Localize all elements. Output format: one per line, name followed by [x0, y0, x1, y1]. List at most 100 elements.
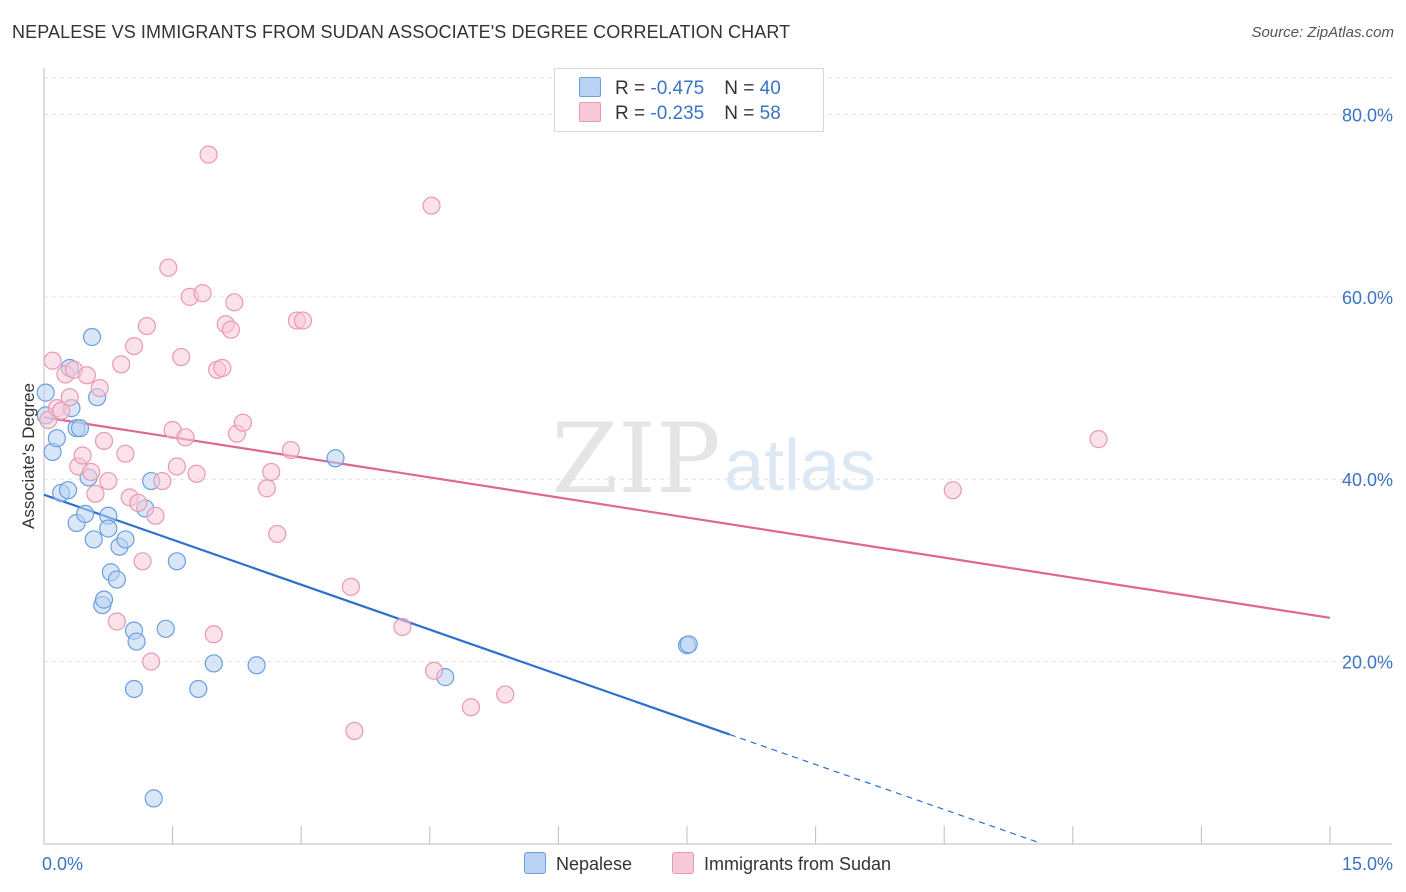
grid-lines — [44, 77, 1392, 663]
legend-n-label: N = — [724, 78, 760, 99]
sudan-point — [213, 358, 232, 378]
watermark-atlas: atlas — [724, 426, 876, 506]
nepalese-point — [47, 429, 66, 448]
sudan-point — [137, 316, 156, 336]
legend-r-value: -0.475 — [650, 78, 705, 99]
sudan-point — [393, 617, 412, 637]
sudan-point — [176, 428, 195, 447]
nepalese-point — [76, 504, 95, 523]
legend-row-sudan: R = -0.235 N = 58 — [579, 102, 781, 128]
nepalese-point — [189, 679, 208, 699]
legend-r-label: R = — [615, 78, 651, 99]
sudan-point — [233, 413, 253, 432]
y-tick-label: 40.0% — [1342, 470, 1393, 490]
legend-r-label: R = — [615, 103, 651, 124]
legend-entry-sudan: Immigrants from Sudan — [672, 852, 891, 875]
sudan-point — [107, 612, 126, 631]
sudan-point — [1089, 430, 1108, 449]
sudan-point — [199, 145, 218, 164]
sudan-point — [94, 431, 114, 451]
sudan-point — [172, 347, 191, 367]
nepalese-legend-swatch — [524, 852, 546, 874]
sudan-point — [159, 258, 178, 277]
nepalese-point — [94, 590, 114, 609]
sudan-point — [167, 457, 186, 476]
sudan-point — [257, 479, 277, 498]
sudan-point — [112, 355, 131, 374]
legend-n-value: 58 — [759, 103, 781, 124]
tick-labels: 20.0% 40.0% 60.0% 80.0% 0.0% 15.0% — [42, 105, 1393, 874]
sudan-point — [424, 661, 444, 680]
nepalese-point — [679, 635, 698, 654]
legend-row-nepalese: R = -0.475 N = 40 — [579, 77, 781, 103]
nepalese-point — [204, 654, 223, 673]
nepalese-point — [156, 619, 175, 638]
nepalese-swatch — [579, 77, 601, 97]
sudan-point — [187, 464, 206, 483]
sudan-point — [129, 493, 148, 513]
nepalese-point — [127, 632, 146, 651]
y-tick-label: 80.0% — [1342, 105, 1393, 125]
sudan-point — [86, 484, 105, 503]
sudan-point — [60, 388, 79, 407]
sudan-point — [341, 577, 361, 596]
sudan-point — [281, 440, 301, 460]
nepalese-trend-extension — [729, 734, 1039, 844]
nepalese-point — [99, 519, 118, 538]
nepalese-point — [70, 419, 90, 438]
sudan-point — [193, 284, 212, 303]
nepalese-point — [124, 679, 144, 699]
nepalese-point — [82, 327, 102, 347]
chart-title: NEPALESE VS IMMIGRANTS FROM SUDAN ASSOCI… — [12, 22, 791, 42]
x-tick-label: 15.0% — [1342, 854, 1393, 874]
sudan-point — [82, 462, 101, 482]
data-points — [36, 145, 1108, 808]
sudan-point — [142, 652, 161, 671]
sudan-point — [43, 351, 62, 370]
sudan-legend-label: Immigrants from Sudan — [704, 854, 892, 874]
nepalese-legend-label: Nepalese — [556, 854, 633, 874]
sudan-point — [268, 524, 287, 544]
sudan-point — [116, 444, 135, 463]
legend-n-value: 40 — [759, 78, 781, 99]
sudan-point — [52, 401, 71, 420]
sudan-point — [262, 462, 281, 482]
nepalese-point — [326, 449, 345, 468]
sudan-point — [124, 337, 144, 356]
legend-entry-nepalese: Nepalese — [524, 852, 632, 875]
source-label: Source: ZipAtlas.com — [1251, 24, 1394, 41]
sudan-point — [293, 311, 313, 330]
nepalese-trend-line — [43, 493, 731, 736]
nepalese-point — [116, 530, 135, 549]
sudan-point — [77, 366, 96, 385]
nepalese-point — [107, 570, 126, 589]
sudan-trend-line — [43, 416, 1331, 619]
legend-r-value: -0.235 — [650, 103, 705, 124]
sudan-point — [345, 721, 364, 741]
y-axis-label: Associate's Degree — [19, 383, 38, 529]
nepalese-point — [58, 481, 78, 500]
sudan-legend-swatch — [672, 852, 694, 874]
axes — [43, 68, 1392, 845]
x-tick-label: 0.0% — [42, 854, 83, 874]
nepalese-point — [167, 552, 186, 571]
y-tick-label: 20.0% — [1342, 653, 1393, 673]
y-tick-label: 60.0% — [1342, 288, 1393, 308]
nepalese-point — [247, 656, 266, 675]
sudan-point — [496, 685, 515, 704]
legend-n-label: N = — [724, 103, 760, 124]
sudan-point — [422, 196, 441, 215]
sudan-point — [133, 552, 152, 571]
sudan-point — [99, 471, 118, 491]
sudan-point — [943, 481, 962, 500]
sudan-point — [73, 446, 92, 465]
correlation-legend: R = -0.475 N = 40 R = -0.235 N = 58 — [554, 68, 824, 132]
nepalese-point — [84, 530, 103, 549]
trend-lines — [43, 416, 1331, 844]
watermark-zip: ZIP — [551, 403, 720, 515]
nepalese-point — [36, 383, 55, 402]
sudan-point — [146, 506, 165, 525]
nepalese-point — [144, 789, 163, 808]
sudan-point — [204, 625, 223, 644]
